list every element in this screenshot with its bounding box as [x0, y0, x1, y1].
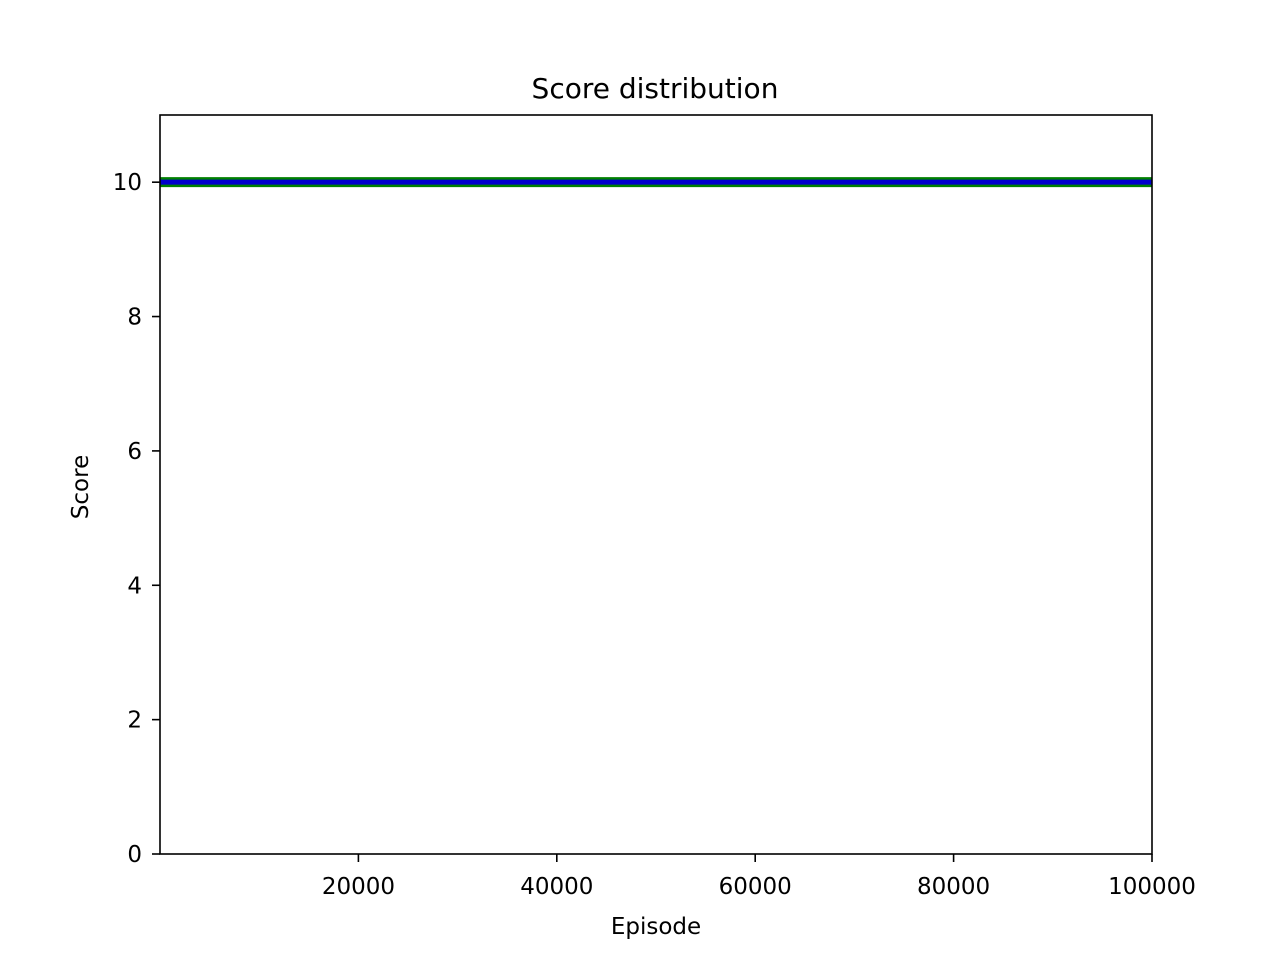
x-tick-label: 80000 [917, 874, 990, 900]
plot-frame [159, 114, 1153, 855]
y-axis-ticks: 0 2 4 6 8 10 [113, 170, 160, 868]
y-axis-label: Score [68, 455, 94, 519]
x-axis-label: Episode [611, 914, 701, 940]
x-tick-label: 20000 [322, 874, 395, 900]
y-tick-label: 0 [127, 842, 142, 868]
y-tick-label: 4 [127, 573, 142, 599]
x-axis-ticks: 20000 40000 60000 80000 100000 [322, 854, 1196, 900]
x-tick-label: 100000 [1108, 874, 1196, 900]
x-tick-label: 40000 [520, 874, 593, 900]
y-tick-label: 10 [113, 170, 142, 196]
chart-title: Score distribution [532, 72, 779, 105]
x-tick-label: 60000 [719, 874, 792, 900]
y-tick-label: 6 [127, 439, 142, 465]
y-tick-label: 2 [127, 708, 142, 734]
y-tick-label: 8 [127, 305, 142, 331]
